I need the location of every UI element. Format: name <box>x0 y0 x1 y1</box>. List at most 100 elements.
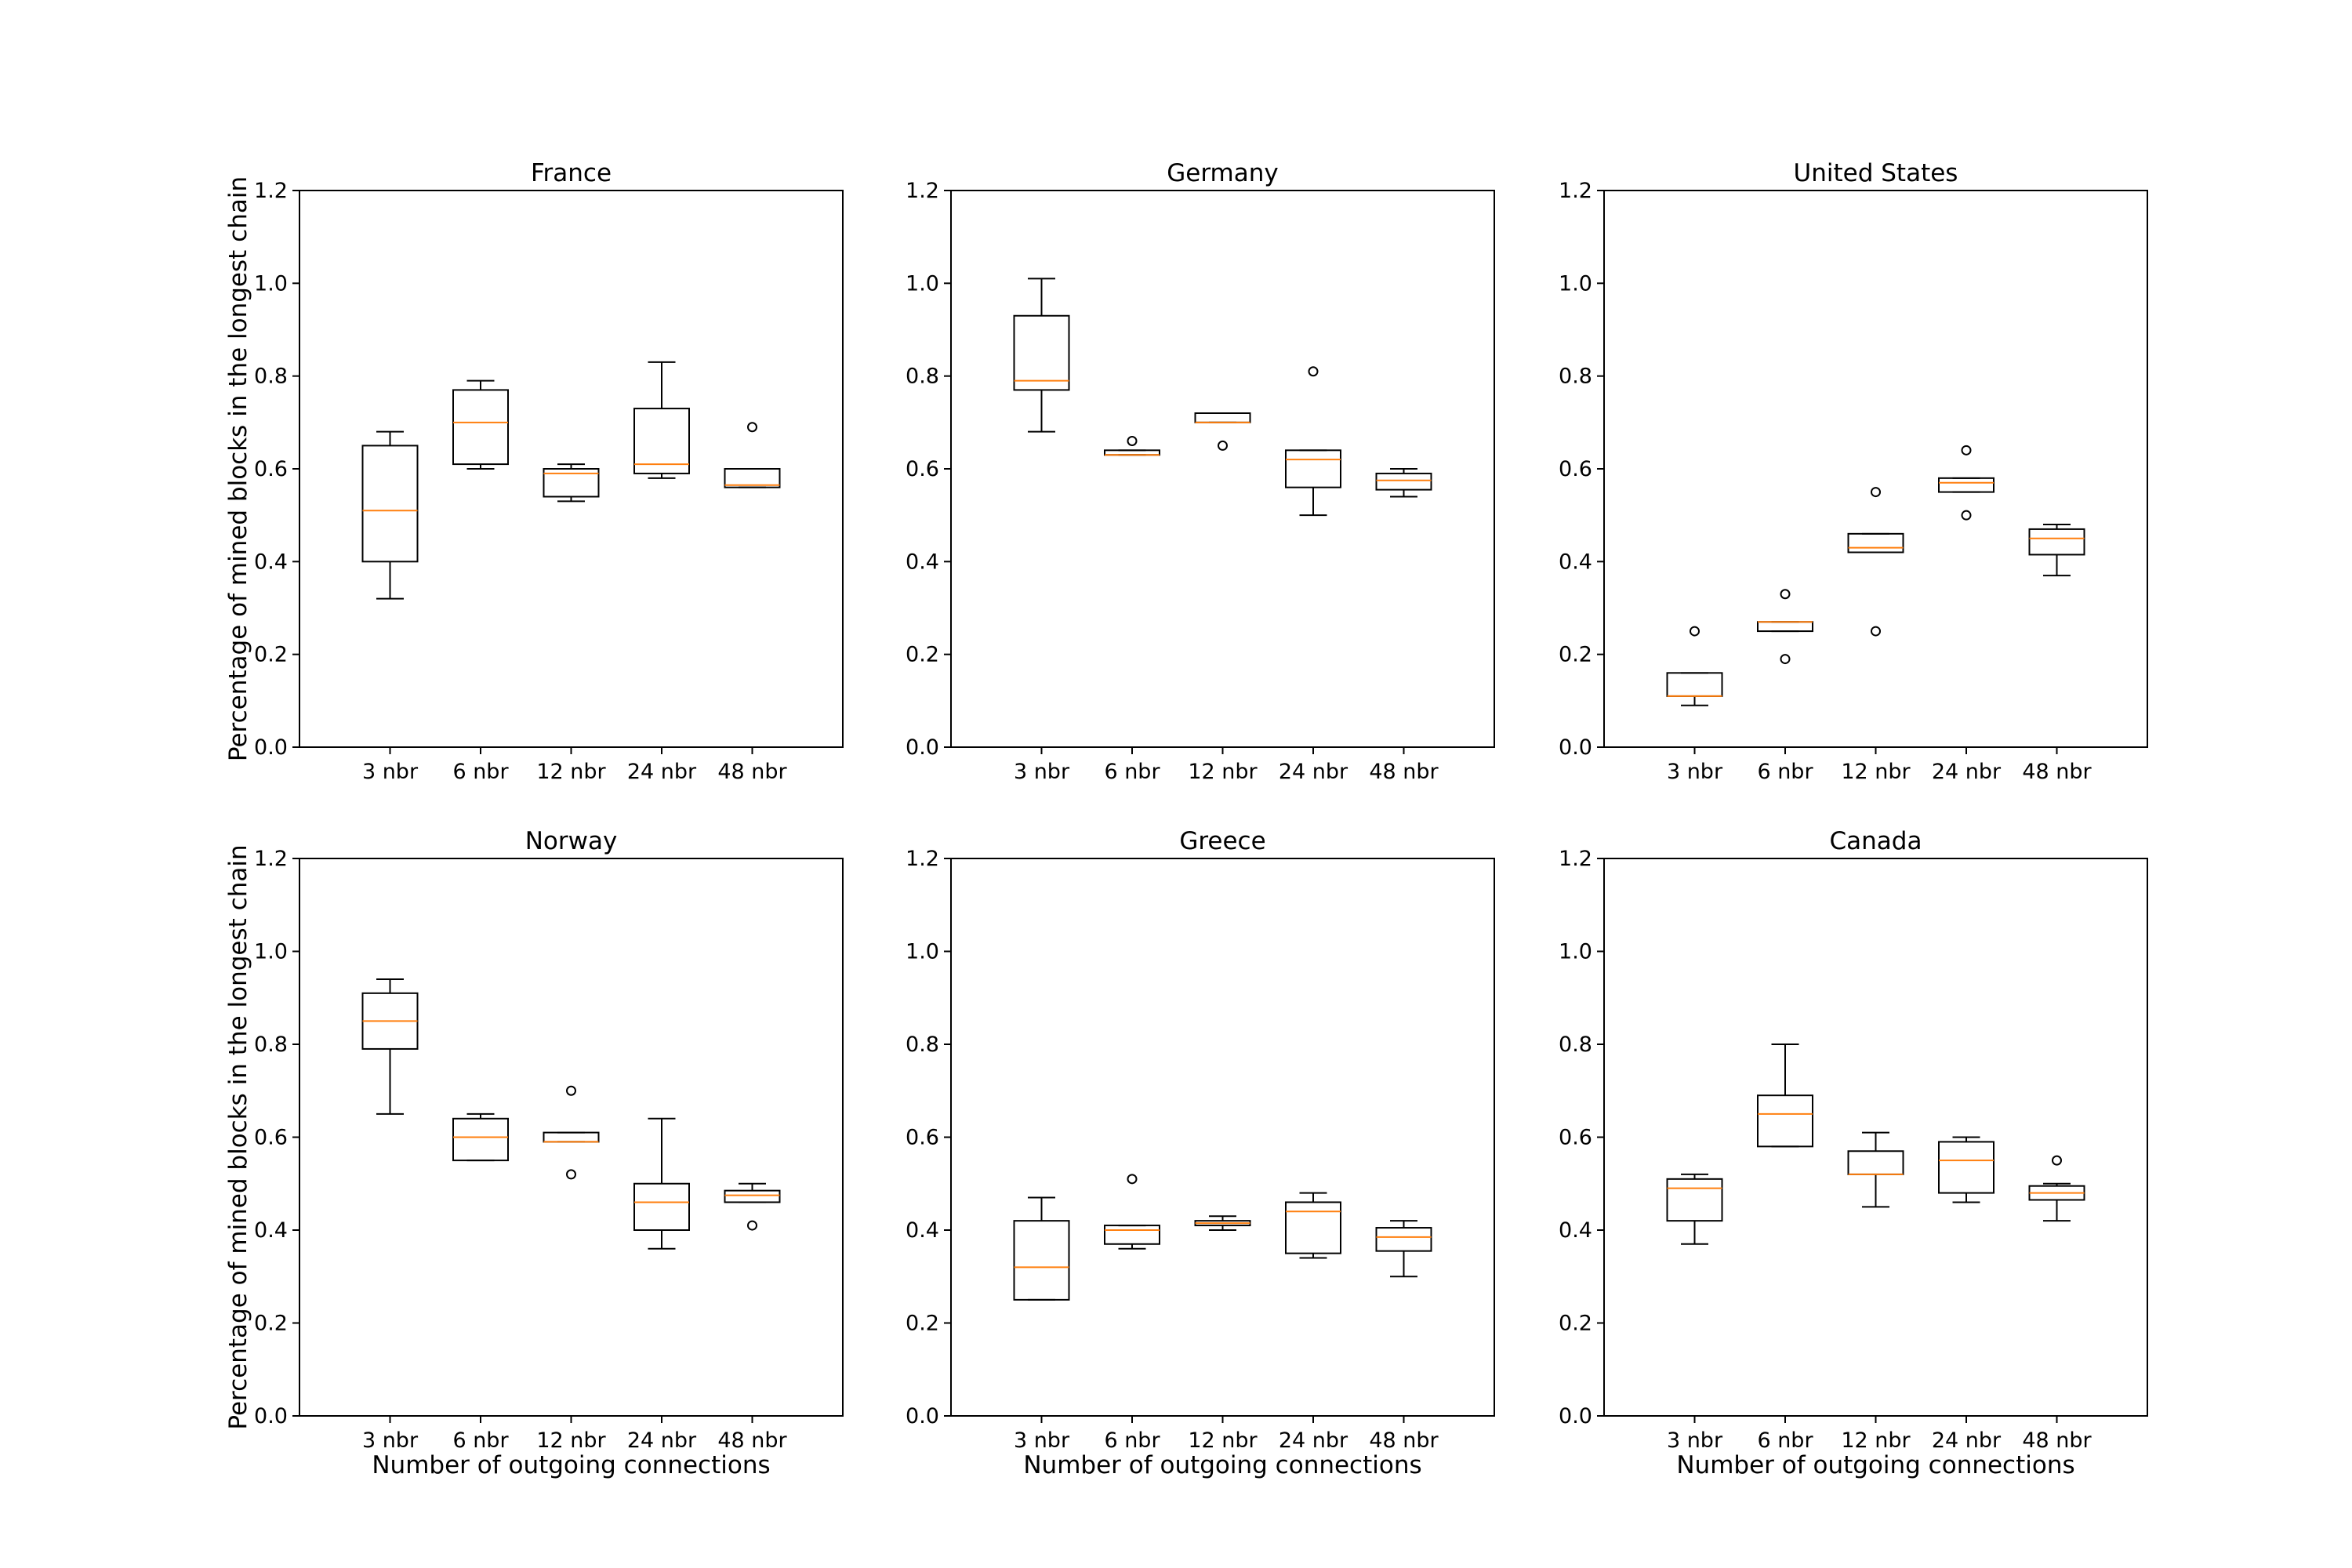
y-tick-label: 1.0 <box>906 271 939 296</box>
y-tick-label: 0.2 <box>1559 643 1592 667</box>
box-iqr <box>1757 1094 1813 1148</box>
chart-title: Greece <box>1179 827 1265 855</box>
box-3-nbr <box>1013 278 1070 433</box>
outlier-point <box>1308 366 1319 377</box>
box-48-nbr <box>724 1182 781 1231</box>
x-axis-label: Number of outgoing connections <box>1023 1451 1421 1479</box>
box-48-nbr <box>1375 1220 1432 1278</box>
box-24-nbr <box>1938 1136 1994 1203</box>
y-tick-label: 1.2 <box>906 179 939 203</box>
chart-panel-2: Germany 0.0 0.2 0.4 0.6 0.8 1.0 1.2 3 nbr 6 nbr 12… <box>906 159 1495 784</box>
y-tick-label: 0.0 <box>906 735 939 760</box>
box-iqr <box>724 1189 781 1203</box>
y-tick-label: 0.4 <box>1559 550 1592 574</box>
x-tick-label: 12 nbr <box>536 1428 606 1453</box>
chart-panel-6: Canada 0.0 0.2 0.4 0.6 0.8 1.0 1.2 3 nbr 6 nbr 12 … <box>1559 827 2148 1479</box>
box-12-nbr <box>1847 1131 1904 1208</box>
box-24-nbr <box>633 1117 690 1250</box>
x-tick-label: 3 nbr <box>362 1428 419 1453</box>
x-tick-label: 48 nbr <box>1369 760 1439 784</box>
y-tick-label: 0.2 <box>1559 1312 1592 1336</box>
x-tick-label: 6 nbr <box>1757 760 1813 784</box>
box-iqr <box>2028 528 2085 556</box>
y-tick-label: 1.0 <box>254 940 288 964</box>
box-iqr <box>1285 1201 1341 1254</box>
box-3-nbr <box>1013 1196 1070 1301</box>
y-tick-label: 1.2 <box>1559 847 1592 871</box>
box-iqr <box>1013 1220 1070 1301</box>
x-tick-label: 48 nbr <box>717 1428 787 1453</box>
box-12-nbr <box>1847 487 1904 637</box>
x-tick-label: 6 nbr <box>452 760 509 784</box>
chart-panel-3: United States 0.0 0.2 0.4 0.6 0.8 1.0 1.2 3 nbr 6… <box>1559 159 2148 784</box>
plot-area-frame <box>1603 190 2148 748</box>
box-iqr <box>1375 472 1432 491</box>
outlier-point <box>1127 436 1138 446</box>
box-6-nbr <box>452 1112 509 1162</box>
y-tick-label: 0.2 <box>906 643 939 667</box>
outlier-point <box>1780 589 1791 600</box>
plot-area-frame <box>299 858 844 1417</box>
box-3-nbr <box>361 978 419 1115</box>
y-tick-label: 0.8 <box>254 365 288 389</box>
box-24-nbr <box>633 361 690 479</box>
box-iqr <box>1938 477 1994 493</box>
box-iqr <box>543 468 600 498</box>
outlier-point <box>1871 487 1881 498</box>
y-axis-label: Percentage of mined blocks in the longes… <box>224 176 252 761</box>
x-tick-label: 24 nbr <box>1932 760 2002 784</box>
box-iqr <box>1847 532 1904 554</box>
chart-panel-5: Greece 0.0 0.2 0.4 0.6 0.8 1.0 1.2 3 nbr 6 nbr 12 … <box>906 827 1495 1479</box>
box-iqr <box>1285 449 1341 488</box>
y-tick-label: 0.2 <box>254 1312 288 1336</box>
box-iqr <box>633 408 690 474</box>
y-tick-label: 1.2 <box>254 179 288 203</box>
box-6-nbr <box>1104 1174 1160 1250</box>
x-tick-label: 3 nbr <box>1667 760 1723 784</box>
y-tick-label: 1.0 <box>254 271 288 296</box>
y-tick-label: 0.4 <box>906 550 939 574</box>
x-axis-label: Number of outgoing connections <box>1676 1451 2074 1479</box>
y-tick-label: 1.2 <box>906 847 939 871</box>
box-6-nbr <box>1757 1044 1813 1148</box>
y-tick-label: 1.0 <box>906 940 939 964</box>
x-tick-label: 24 nbr <box>1279 760 1348 784</box>
y-tick-label: 0.8 <box>906 1033 939 1057</box>
box-3-nbr <box>361 430 419 600</box>
box-iqr <box>1194 412 1251 423</box>
x-tick-label: 24 nbr <box>1279 1428 1348 1453</box>
y-tick-label: 0.6 <box>906 1126 939 1150</box>
box-12-nbr <box>543 463 600 503</box>
y-tick-label: 0.0 <box>1559 1404 1592 1428</box>
chart-title: Canada <box>1830 827 1922 855</box>
outlier-point <box>566 1169 576 1180</box>
chart-panel-4: Norway 0.0 0.2 0.4 0.6 0.8 1.0 1.2 3 nbr 6 nbr 12 … <box>224 827 844 1479</box>
box-6-nbr <box>1104 436 1160 456</box>
box-iqr <box>724 468 781 488</box>
y-tick-label: 0.4 <box>1559 1218 1592 1243</box>
x-tick-label: 6 nbr <box>1104 1428 1160 1453</box>
x-tick-label: 24 nbr <box>627 760 697 784</box>
box-48-nbr <box>1375 468 1432 498</box>
x-tick-label: 12 nbr <box>1188 1428 1258 1453</box>
y-tick-label: 0.6 <box>1559 457 1592 481</box>
box-12-nbr <box>1194 1215 1251 1231</box>
x-tick-label: 6 nbr <box>452 1428 509 1453</box>
x-tick-label: 12 nbr <box>1841 760 1911 784</box>
box-24-nbr <box>1938 445 1994 521</box>
box-48-nbr <box>2028 1155 2085 1222</box>
x-tick-label: 12 nbr <box>1188 760 1258 784</box>
y-tick-label: 0.0 <box>254 735 288 760</box>
outlier-point <box>1127 1174 1138 1185</box>
x-tick-label: 48 nbr <box>2022 760 2092 784</box>
y-tick-label: 1.2 <box>254 847 288 871</box>
box-6-nbr <box>1757 589 1813 665</box>
y-tick-label: 0.4 <box>254 1218 288 1243</box>
y-tick-label: 0.8 <box>1559 1033 1592 1057</box>
y-tick-label: 0.6 <box>906 457 939 481</box>
x-tick-label: 24 nbr <box>1932 1428 2002 1453</box>
outlier-point <box>1218 440 1228 451</box>
box-12-nbr <box>543 1085 600 1180</box>
y-tick-label: 1.2 <box>1559 179 1592 203</box>
